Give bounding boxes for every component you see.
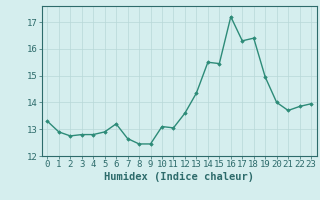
X-axis label: Humidex (Indice chaleur): Humidex (Indice chaleur) bbox=[104, 172, 254, 182]
